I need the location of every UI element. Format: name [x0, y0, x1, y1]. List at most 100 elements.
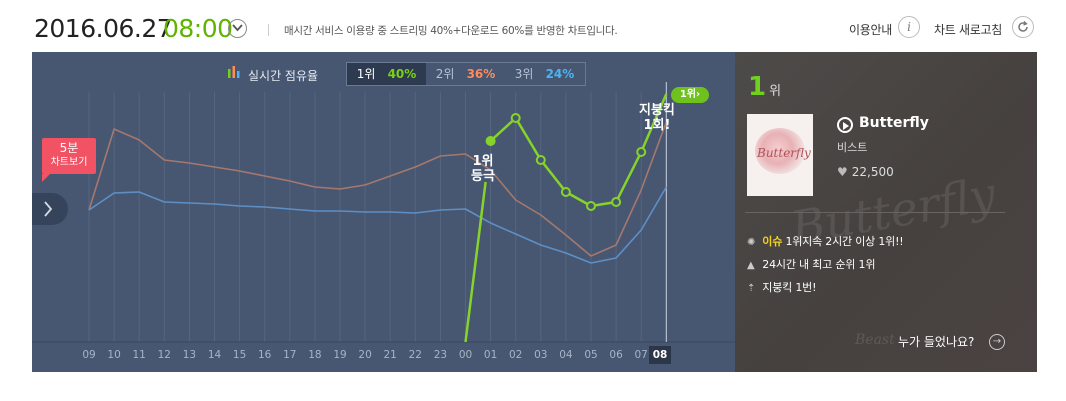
x-tick-label: 17 — [283, 349, 297, 361]
five-minute-tail — [42, 174, 50, 182]
issue-text: 1위지속 2시간 이상 1위!! — [785, 235, 904, 248]
five-minute-chart-button[interactable]: 5분 차트보기 — [42, 138, 96, 174]
first-rank-annotation: 1위 등극 — [471, 154, 495, 184]
five-minute-sublabel: 차트보기 — [50, 157, 88, 168]
time-select-button[interactable] — [228, 19, 247, 38]
rank-1-point — [485, 136, 496, 146]
x-tick-label: 10 — [107, 349, 121, 361]
current-hour-label: 08 — [649, 346, 671, 364]
tab-rank-1[interactable]: 1위 40% — [347, 63, 426, 85]
x-tick-label: 20 — [358, 349, 372, 361]
x-tick-label: 16 — [258, 349, 272, 361]
chart-svg — [32, 82, 735, 343]
chart-prev-button[interactable] — [32, 193, 68, 225]
x-tick-label: 12 — [157, 349, 171, 361]
refresh-icon[interactable] — [1012, 16, 1034, 38]
rank-1-point — [560, 187, 571, 197]
album-cover[interactable]: Butterfly — [747, 114, 813, 196]
x-tick-label: 00 — [458, 349, 473, 361]
x-tick-label: 13 — [182, 349, 197, 361]
rank-number: 1 — [748, 72, 767, 102]
five-minute-label: 5분 — [59, 141, 79, 155]
header-divider — [268, 24, 269, 36]
rank-share-tabs: 1위 40% 2위 36% 3위 24% — [346, 62, 586, 86]
rank-2-series-line — [88, 121, 668, 257]
roof-kick-icon: ⇡ — [747, 283, 756, 294]
x-tick-label: 07 — [634, 349, 648, 361]
arrow-right-icon[interactable]: → — [989, 334, 1005, 350]
best-rank-row: ▲ 24시간 내 최고 순위 1위 — [747, 256, 875, 272]
x-tick-label: 14 — [207, 349, 222, 361]
x-tick-label: 02 — [509, 349, 523, 361]
roof-kick-row: ⇡ 지붕킥 1번! — [747, 279, 816, 295]
play-icon[interactable] — [837, 117, 853, 133]
first-rank-line2: 등극 — [471, 169, 495, 184]
current-rank-badge: 1위› — [671, 87, 709, 103]
bar-chart-icon — [228, 66, 240, 78]
roof-kick-annotation: 지붕킥 1회! — [639, 103, 675, 133]
x-tick-label: 18 — [308, 349, 322, 361]
artist-name[interactable]: 비스트 — [837, 141, 868, 154]
x-tick-label: 22 — [408, 349, 422, 361]
arrow-up-icon: ▲ — [747, 260, 755, 271]
like-count[interactable]: ♥ 22,500 — [837, 165, 894, 179]
heart-icon: ♥ — [837, 165, 848, 179]
roof-kick-line2: 1회! — [643, 118, 671, 133]
tab-rank-3-label: 3위 — [514, 67, 534, 81]
current-rank-badge-text: 1위 — [679, 89, 697, 100]
gear-icon: ✺ — [747, 237, 756, 248]
rank-1-point — [586, 201, 596, 211]
rank-1-point — [535, 155, 546, 165]
x-tick-label: 11 — [132, 349, 146, 361]
tab-rank-3-share: 24% — [545, 67, 575, 81]
x-tick-label: 21 — [383, 349, 397, 361]
best-rank-text: 24시간 내 최고 순위 1위 — [762, 258, 876, 271]
rank-1-entry-line — [464, 181, 487, 343]
first-rank-line1: 1위 — [472, 154, 494, 169]
issue-row: ✺ 이슈 1위지속 2시간 이상 1위!! — [747, 233, 904, 249]
x-tick-label: 15 — [232, 349, 247, 361]
x-tick-label: 19 — [333, 349, 347, 361]
roof-kick-line1: 지붕킥 — [639, 103, 675, 118]
issue-tag: 이슈 — [762, 235, 783, 248]
tab-rank-3[interactable]: 3위 24% — [505, 63, 584, 85]
x-tick-label: 03 — [534, 349, 548, 361]
tab-rank-2-label: 2위 — [435, 67, 455, 81]
x-tick-label: 04 — [559, 349, 573, 361]
rank-1-point — [611, 197, 622, 207]
rank-3-series-line — [88, 186, 667, 264]
rank-1-point — [636, 147, 647, 157]
tab-rank-1-label: 1위 — [356, 67, 376, 81]
x-tick-label: 23 — [433, 349, 448, 361]
song-title[interactable]: Butterfly — [859, 115, 929, 131]
tab-rank-2-share: 36% — [466, 67, 496, 81]
x-tick-label: 01 — [483, 349, 498, 361]
chevron-right-icon — [44, 201, 53, 217]
refresh-chart-link[interactable]: 차트 새로고침 — [934, 23, 1002, 37]
chart-description: 매시간 서비스 이용량 중 스트리밍 40%+다운로드 60%를 반영한 차트입… — [284, 25, 618, 37]
album-watermark-2: Beast — [855, 332, 895, 348]
rank-1-series-line — [489, 93, 668, 208]
panel-divider — [745, 212, 1005, 213]
tab-rank-2[interactable]: 2위 36% — [426, 63, 505, 85]
realtime-chart: 실시간 점유율 1위 40% 2위 36% 3위 24% 5분 차트보기 1위 … — [32, 52, 735, 372]
usage-guide-link[interactable]: 이용안내 — [849, 23, 892, 37]
rank-1-point — [510, 113, 521, 123]
like-count-value: 22,500 — [851, 165, 894, 179]
chevron-down-icon — [232, 24, 243, 32]
chart-header: 2016.06.27 08:00 매시간 서비스 이용량 중 스트리밍 40%+… — [0, 0, 1066, 52]
album-cover-text: Butterfly — [757, 146, 811, 160]
tab-rank-1-share: 40% — [387, 67, 417, 81]
who-listened-link[interactable]: 누가 들었나요? — [898, 335, 975, 349]
chart-date: 2016.06.27 — [34, 14, 173, 43]
roof-kick-text: 지붕킥 1번! — [762, 281, 817, 294]
x-tick-label: 05 — [584, 349, 598, 361]
rank-unit: 위 — [769, 84, 782, 99]
chart-time: 08:00 — [163, 14, 233, 43]
album-cover-art — [755, 128, 805, 174]
x-tick-label: 09 — [82, 349, 96, 361]
legend-title: 실시간 점유율 — [248, 69, 319, 83]
info-icon[interactable]: i — [898, 16, 920, 38]
